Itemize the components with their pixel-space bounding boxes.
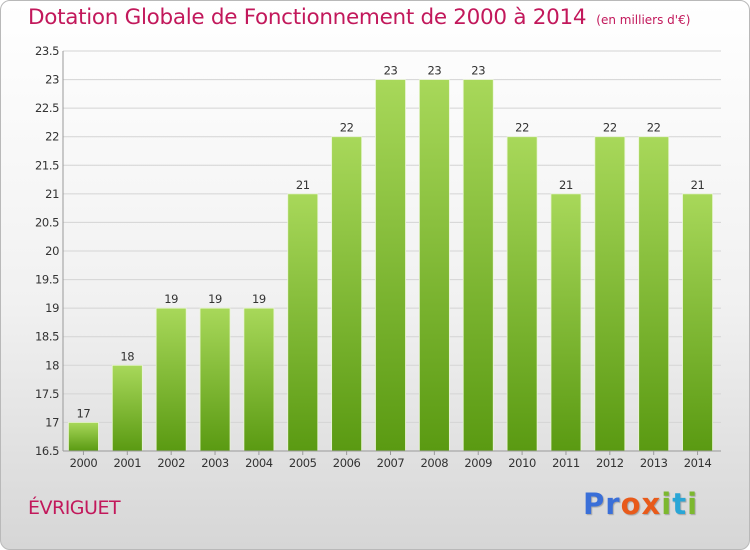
y-tick-label: 21.5 (35, 158, 59, 172)
bar (418, 79, 450, 452)
data-label: 22 (603, 121, 617, 135)
bar (243, 307, 275, 452)
logo-letter: o (620, 487, 642, 521)
logo-letter: i (687, 487, 699, 521)
data-label: 23 (384, 64, 398, 78)
data-label: 21 (296, 178, 310, 192)
bar (111, 364, 143, 452)
x-tick-label: 2011 (552, 456, 580, 470)
chart-title: Dotation Globale de Fonctionnement de 20… (28, 5, 690, 30)
bars: 17 18 19 19 19 21 22 23 23 23 22 21 22 22 21 (68, 64, 713, 452)
y-tick-label: 20 (45, 244, 59, 258)
bar (155, 307, 187, 452)
data-label: 17 (77, 406, 91, 420)
x-tick-label: 2003 (201, 456, 229, 470)
bar (550, 193, 582, 452)
logo-letter: i (661, 487, 673, 521)
x-tick-label: 2009 (464, 456, 492, 470)
bar (375, 79, 406, 452)
x-tick-label: 2006 (333, 456, 361, 470)
x-tick-label: 2007 (377, 456, 405, 470)
y-tick-label: 19 (45, 301, 59, 315)
y-tick-label: 18 (45, 358, 59, 372)
data-label: 21 (559, 178, 573, 192)
chart-title-text: Dotation Globale de Fonctionnement de 20… (28, 5, 587, 30)
y-tick-label: 20.5 (35, 215, 59, 229)
commune-name: ÉVRIGUET (28, 497, 121, 519)
data-label: 19 (252, 292, 266, 306)
bar (594, 136, 626, 452)
logo-letter: t (672, 487, 688, 521)
data-label: 23 (471, 64, 485, 78)
x-tick-label: 2000 (70, 456, 98, 470)
y-tick-label: 23.5 (35, 44, 59, 58)
y-tick-label: 22.5 (35, 101, 59, 115)
data-label: 19 (164, 292, 178, 306)
x-tick-label: 2001 (113, 456, 141, 470)
data-label: 21 (691, 178, 705, 192)
data-label: 19 (208, 292, 222, 306)
data-label: 22 (515, 121, 529, 135)
bar (287, 193, 319, 452)
x-tick-label: 2013 (640, 456, 668, 470)
y-axis: 16.5 17 17.5 18 18.5 19 19.5 20 20.5 21 21.5 22 22.5… (35, 44, 64, 458)
bar (68, 422, 99, 452)
logo-letter: x (641, 487, 662, 521)
data-label: 22 (340, 121, 354, 135)
x-tick-label: 2014 (684, 456, 712, 470)
data-label: 23 (427, 64, 441, 78)
bar (638, 136, 670, 452)
x-tick-label: 2010 (508, 456, 536, 470)
data-label: 22 (647, 121, 661, 135)
chart-subtitle: (en milliers d'€) (596, 13, 691, 27)
y-tick-label: 17.5 (35, 387, 59, 401)
x-tick-label: 2005 (289, 456, 317, 470)
logo-letter: P (583, 487, 606, 521)
y-tick-label: 17 (45, 415, 59, 429)
proxiti-logo[interactable]: Proxiti (583, 487, 698, 521)
x-axis: 2000 2001 2002 2003 2004 2005 2006 2007 2008 2009… (63, 450, 721, 470)
bar (506, 136, 538, 452)
bar (462, 79, 494, 452)
y-tick-label: 22 (45, 130, 59, 144)
x-tick-label: 2012 (596, 456, 624, 470)
x-tick-label: 2004 (245, 456, 273, 470)
y-tick-label: 21 (45, 187, 59, 201)
y-tick-label: 23 (45, 73, 59, 87)
logo-letter: r (605, 487, 621, 521)
bar (199, 307, 231, 452)
bar (331, 136, 363, 452)
x-tick-label: 2008 (421, 456, 449, 470)
y-tick-label: 19.5 (35, 273, 59, 287)
bar (682, 193, 713, 452)
y-tick-label: 18.5 (35, 330, 59, 344)
y-tick-label: 16.5 (35, 444, 59, 458)
data-label: 18 (120, 349, 134, 363)
x-tick-label: 2002 (157, 456, 185, 470)
